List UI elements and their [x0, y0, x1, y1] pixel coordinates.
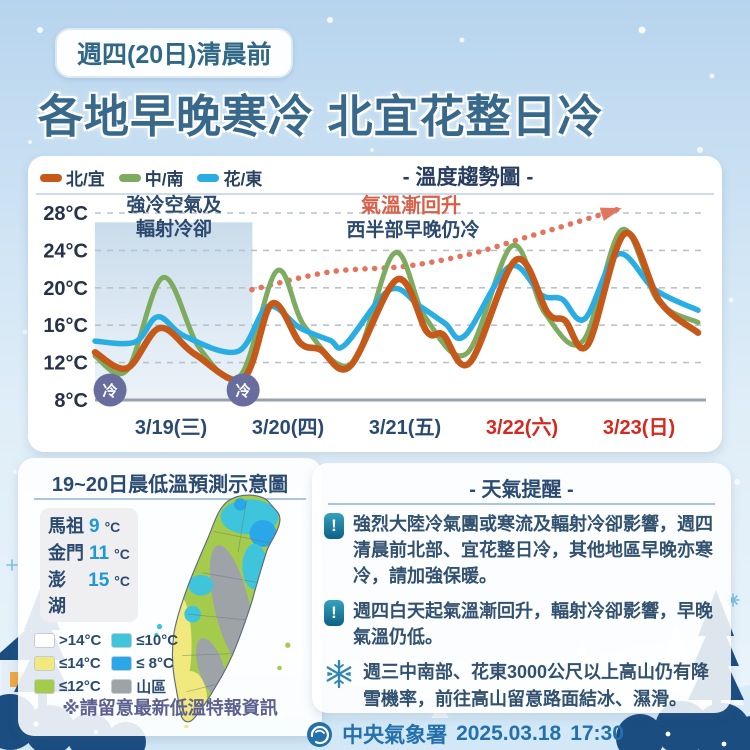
reminder-panel-divider	[328, 503, 715, 505]
svg-text:3/19(三): 3/19(三)	[135, 417, 207, 439]
island-row: 澎湖 15 °C	[48, 566, 130, 618]
svg-text:3/23(日): 3/23(日)	[603, 417, 675, 439]
reminder-item: ! 強烈大陸冷氣團或寒流及輻射冷卻影響，週四清晨前北部、宜花整日冷，其他地區早晚…	[324, 511, 721, 589]
le10-swatch-icon	[111, 632, 133, 648]
island-temp: 15	[88, 569, 110, 591]
map-legend-item: >14°C	[34, 630, 101, 650]
svg-text:8°C: 8°C	[54, 390, 88, 412]
map-legend-item: ≤14°C	[34, 653, 101, 673]
map-panel-title: 19~20日晨低溫預測示意圖	[51, 474, 289, 496]
le8-swatch-icon	[111, 655, 133, 671]
gt14-swatch-icon	[34, 632, 55, 648]
island-unit: °C	[104, 519, 121, 536]
svg-text:3/20(四): 3/20(四)	[252, 417, 324, 439]
cwa-logo-icon	[307, 721, 333, 747]
legend-label: 北/宜	[66, 170, 105, 189]
map-legend-item: ≤ 8°C	[111, 653, 178, 673]
taiwan-temperature-map	[154, 494, 291, 728]
agency-name: 中央氣象署	[342, 724, 448, 747]
island-row: 馬祖 9 °C	[48, 512, 130, 538]
legend-item-east: 花/東	[197, 165, 262, 190]
map-legend-item: ≤10°C	[111, 630, 178, 650]
map-color-legend: >14°C ≤14°C ≤12°C ≤10°C ≤ 8°C 山區	[34, 630, 178, 696]
cold-badge	[226, 373, 260, 407]
date-badge: 週四(20日)清晨前	[55, 28, 294, 78]
central-line-swatch-icon	[118, 173, 141, 182]
island-name: 澎湖	[48, 569, 66, 616]
island-unit: °C	[114, 572, 130, 589]
north-line-swatch-icon	[40, 173, 62, 182]
svg-text:3/22(六): 3/22(六)	[486, 416, 558, 439]
cold-air-annotation: 強冷空氣及 輻射冷卻	[126, 195, 222, 240]
svg-text:20°C: 20°C	[43, 278, 88, 300]
legend-label: 中/南	[144, 170, 184, 189]
island-unit: °C	[114, 545, 130, 562]
svg-text:冷: 冷	[236, 382, 251, 400]
svg-text:16°C: 16°C	[43, 315, 88, 337]
reminder-list: ! 強烈大陸冷氣團或寒流及輻射冷卻影響，週四清晨前北部、宜花整日冷，其他地區早晚…	[324, 511, 721, 712]
exclamation-icon: !	[324, 600, 344, 627]
reminder-text: 週三中南部、花東3000公尺以上高山仍有降雪機率，前往高山留意路面結冰、濕滑。	[363, 662, 710, 709]
legend-item-north: 北/宜	[40, 165, 105, 190]
publish-time: 17:30	[570, 722, 624, 745]
chart-header-divider	[36, 193, 714, 195]
le14-swatch-icon	[34, 655, 55, 671]
island-temps-box: 馬祖 9 °C 金門 11 °C 澎湖 15 °C	[40, 508, 138, 622]
svg-text:12°C: 12°C	[43, 353, 88, 375]
snowflake-icon	[324, 659, 354, 689]
svg-text:冷: 冷	[103, 382, 118, 400]
chart-legend: 北/宜 中/南 花/東	[40, 165, 262, 190]
island-name: 金門	[48, 542, 84, 563]
chart-title: - 溫度趨勢圖 -	[402, 166, 534, 189]
reminder-item: 週三中南部、花東3000公尺以上高山仍有降雪機率，前往高山留意路面結冰、濕滑。	[324, 659, 721, 711]
island-temp: 9	[89, 516, 100, 538]
map-panel-divider	[34, 498, 306, 500]
island-row: 金門 11 °C	[48, 539, 130, 565]
le12-swatch-icon	[34, 678, 55, 694]
temperature-trend-chart: 28°C 24°C 20°C 16°C 12°C 8°C 3/19(三) 3/20(四) 3/2…	[43, 203, 706, 439]
island-name: 馬祖	[48, 516, 84, 537]
warming-sub-annotation: 西半部早晚仍冷	[346, 220, 480, 241]
svg-text:3/21(五): 3/21(五)	[369, 417, 441, 439]
island-temp: 11	[89, 542, 110, 564]
exclamation-icon: !	[324, 513, 344, 539]
reminder-text: 週四白天起氣溫漸回升，輻射冷卻影響，早晚氣溫仍低。	[353, 601, 713, 648]
east-line-swatch-icon	[197, 173, 220, 182]
weather-reminder-card: - 天氣提醒 - ! 強烈大陸冷氣團或寒流及輻射冷卻影響，週四清晨前北部、宜花整…	[312, 463, 731, 713]
mountain-swatch-icon	[111, 678, 133, 694]
cold-badge	[93, 373, 127, 407]
temperature-trend-card: 北/宜 中/南 花/東 - 溫度趨勢圖 - 28°C 24°C 20°C 16°C 12…	[28, 156, 722, 452]
map-legend-item: 山區	[111, 676, 178, 696]
page-title: 各地早晚寒冷 北宜花整日冷	[38, 91, 604, 142]
legend-item-central: 中/南	[118, 165, 184, 190]
svg-text:24°C: 24°C	[43, 240, 88, 262]
warming-annotation: 氣溫漸回升	[361, 195, 461, 217]
reminder-text: 強烈大陸冷氣團或寒流及輻射冷卻影響，週四清晨前北部、宜花整日冷，其他地區早晚亦寒…	[353, 514, 713, 587]
reminder-item: ! 週四白天起氣溫漸回升，輻射冷卻影響，早晚氣溫仍低。	[324, 598, 721, 650]
low-temp-map-card: 19~20日晨低溫預測示意圖 馬祖 9 °C 金門 11 °C 澎湖 15 °C	[18, 458, 322, 736]
map-note: ※請留意最新低溫特報資訊	[62, 698, 278, 718]
publish-date: 2025.03.18	[456, 722, 562, 745]
svg-text:28°C: 28°C	[43, 203, 88, 225]
reminder-panel-title: - 天氣提醒 -	[469, 479, 574, 501]
footer-bar: 中央氣象署 2025.03.18 17:30	[90, 719, 750, 749]
legend-label: 花/東	[223, 170, 263, 189]
map-legend-item: ≤12°C	[34, 676, 101, 696]
